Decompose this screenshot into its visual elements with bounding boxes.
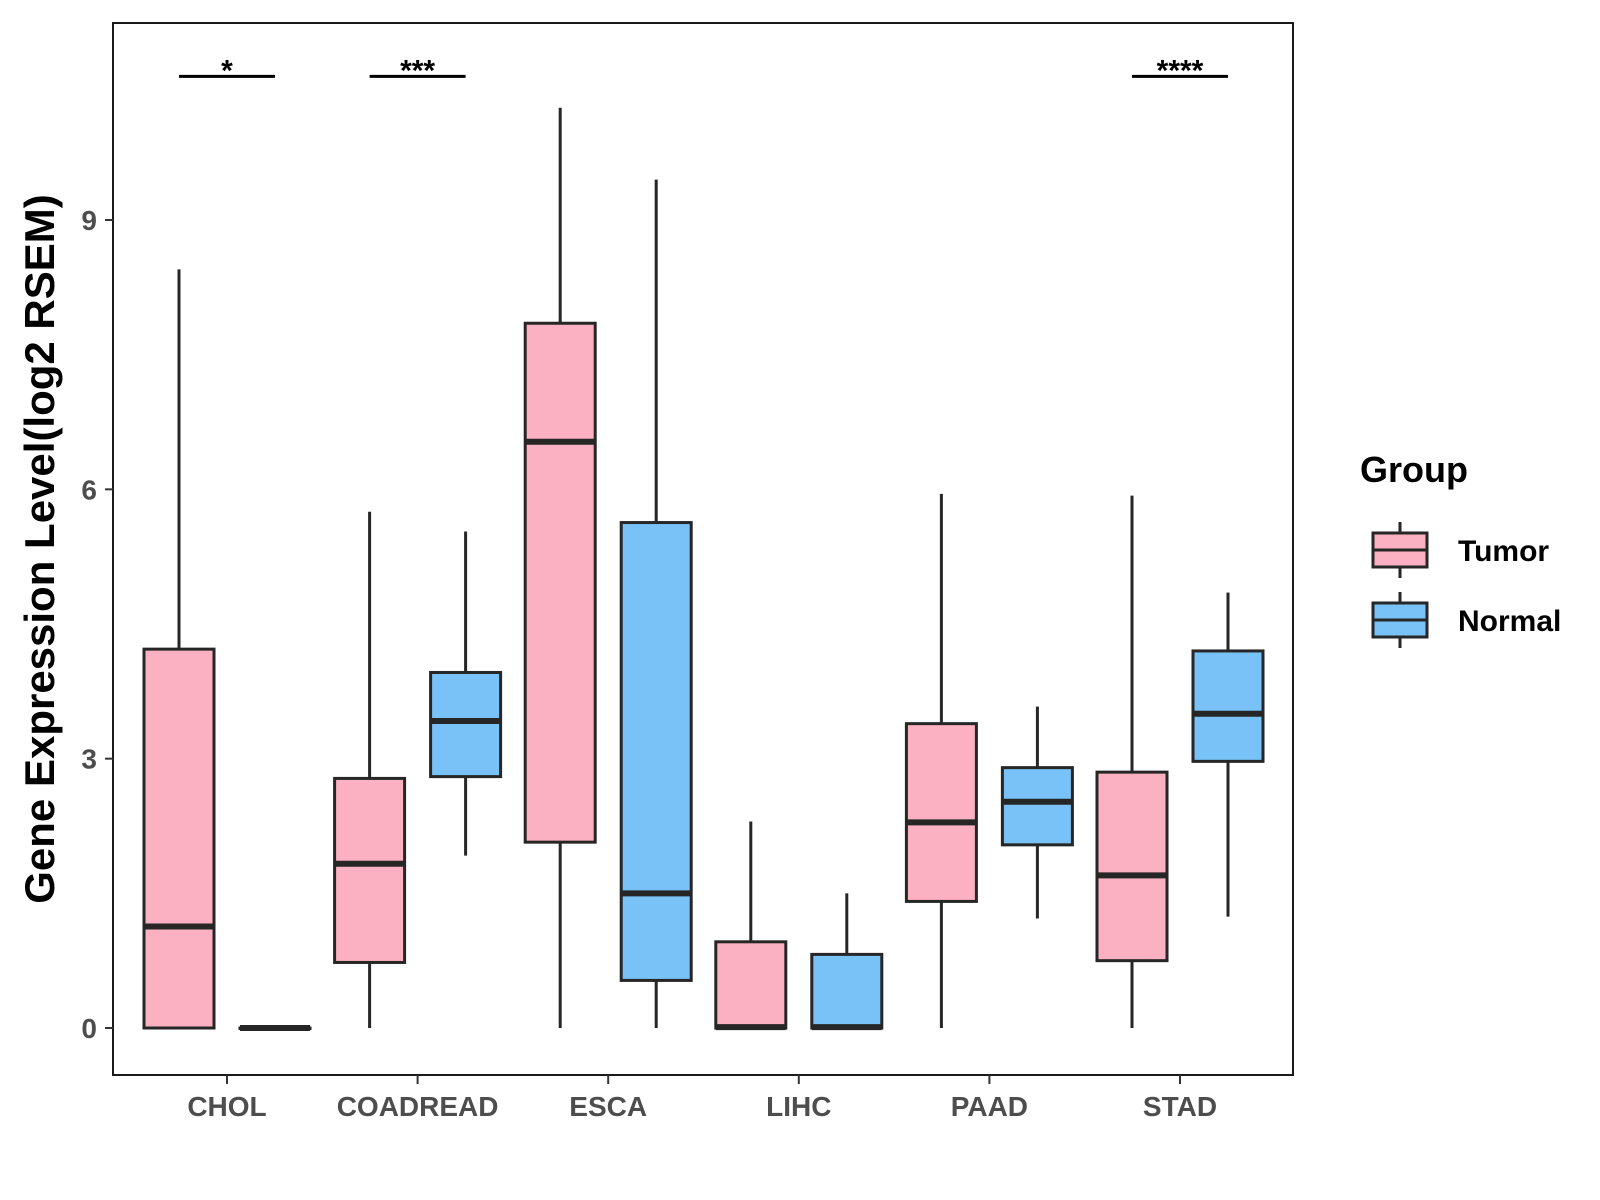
box-body xyxy=(142,647,216,1030)
box-body xyxy=(429,670,503,779)
box-tumor-stad xyxy=(1095,495,1169,1028)
significance-label: *** xyxy=(400,54,435,87)
boxes-layer xyxy=(142,107,1265,1031)
legend-label-tumor: Tumor xyxy=(1458,535,1549,568)
significance-label: * xyxy=(221,54,233,87)
box-body xyxy=(810,952,884,1030)
box-body xyxy=(904,722,978,903)
y-tick-label: 9 xyxy=(81,205,97,236)
legend-key-tumor xyxy=(1371,522,1429,578)
y-tick-label: 0 xyxy=(81,1013,97,1044)
x-tick-label: LIHC xyxy=(766,1091,831,1122)
box-body xyxy=(1000,766,1074,847)
box-tumor-paad xyxy=(904,493,978,1028)
legend-label-normal: Normal xyxy=(1458,605,1561,638)
box-normal-chol xyxy=(238,1025,312,1031)
significance-layer: * *** **** xyxy=(179,54,1228,87)
box-tumor-chol xyxy=(142,269,216,1030)
box-body xyxy=(619,521,693,982)
box-body xyxy=(1095,770,1169,963)
significance-label: **** xyxy=(1157,54,1204,87)
legend: Group Tumor Normal xyxy=(1360,449,1561,648)
x-tick-label: PAAD xyxy=(951,1091,1028,1122)
box-tumor-lihc xyxy=(714,821,788,1031)
box-normal-lihc xyxy=(810,893,884,1031)
box-body xyxy=(523,321,597,844)
y-axis-title: Gene Expression Level(log2 RSEM) xyxy=(16,194,63,904)
legend-title: Group xyxy=(1360,449,1468,490)
box-body xyxy=(1191,649,1265,763)
box-normal-stad xyxy=(1191,592,1265,917)
x-tick-label: STAD xyxy=(1143,1091,1217,1122)
box-body xyxy=(333,776,407,964)
box-normal-esca xyxy=(619,179,693,1028)
box-body xyxy=(714,940,788,1030)
box-tumor-esca xyxy=(523,107,597,1028)
box-normal-coadread xyxy=(429,531,503,856)
x-tick-label: ESCA xyxy=(569,1091,647,1122)
box-tumor-coadread xyxy=(333,511,407,1028)
box-normal-paad xyxy=(1000,706,1074,919)
y-tick-label: 3 xyxy=(81,744,97,775)
x-tick-label: COADREAD xyxy=(337,1091,499,1122)
x-tick-label: CHOL xyxy=(187,1091,266,1122)
y-axis: 0 3 6 9 xyxy=(81,205,113,1044)
y-tick-label: 6 xyxy=(81,474,97,505)
x-axis: CHOL COADREAD ESCA LIHC PAAD STAD xyxy=(187,1075,1217,1122)
legend-key-normal xyxy=(1371,592,1429,648)
